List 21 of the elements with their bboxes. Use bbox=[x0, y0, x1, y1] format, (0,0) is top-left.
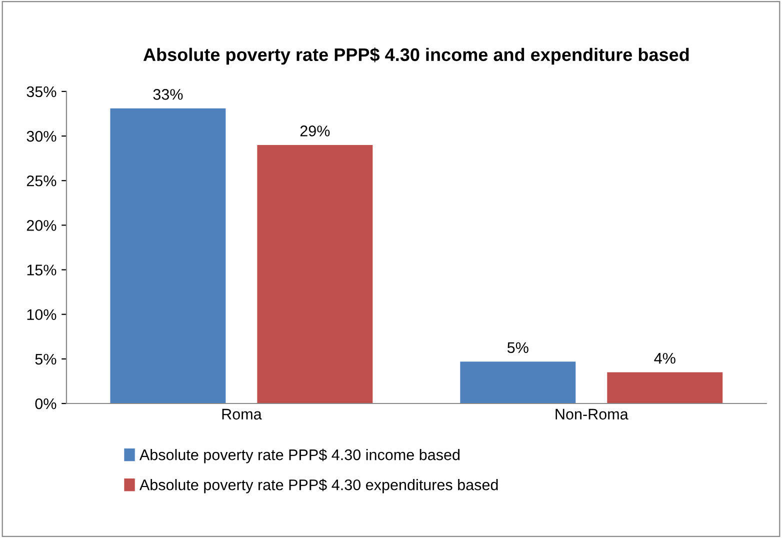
x-tick-label: Roma bbox=[222, 408, 262, 420]
data-label: 33% bbox=[153, 89, 183, 100]
bar bbox=[257, 144, 373, 404]
data-label: 5% bbox=[507, 342, 528, 354]
y-tick-label: 15% bbox=[27, 264, 56, 276]
y-tick-label: 5% bbox=[35, 354, 56, 365]
data-label: 4% bbox=[654, 352, 676, 364]
y-tick-label: 35% bbox=[26, 86, 56, 98]
y-tick-label: 25% bbox=[26, 175, 56, 186]
bar bbox=[607, 372, 723, 404]
legend-label: Absolute poverty rate PPP$ 4.30 expenditures based bbox=[139, 478, 498, 494]
y-tick-label: 0% bbox=[35, 398, 56, 410]
data-label: 29% bbox=[300, 126, 330, 136]
y-tick-label: 20% bbox=[26, 220, 56, 231]
bar bbox=[110, 108, 226, 404]
x-tick-label: Non-Roma bbox=[556, 408, 628, 420]
bar bbox=[460, 362, 576, 404]
chart-title: Absolute poverty rate PPP$ 4.30 income and expenditure based bbox=[143, 48, 689, 65]
y-tick-label: 10% bbox=[27, 309, 56, 320]
y-tick-label: 30% bbox=[26, 130, 56, 142]
legend-label: Absolute poverty rate PPP$ 4.30 income based bbox=[139, 448, 460, 464]
